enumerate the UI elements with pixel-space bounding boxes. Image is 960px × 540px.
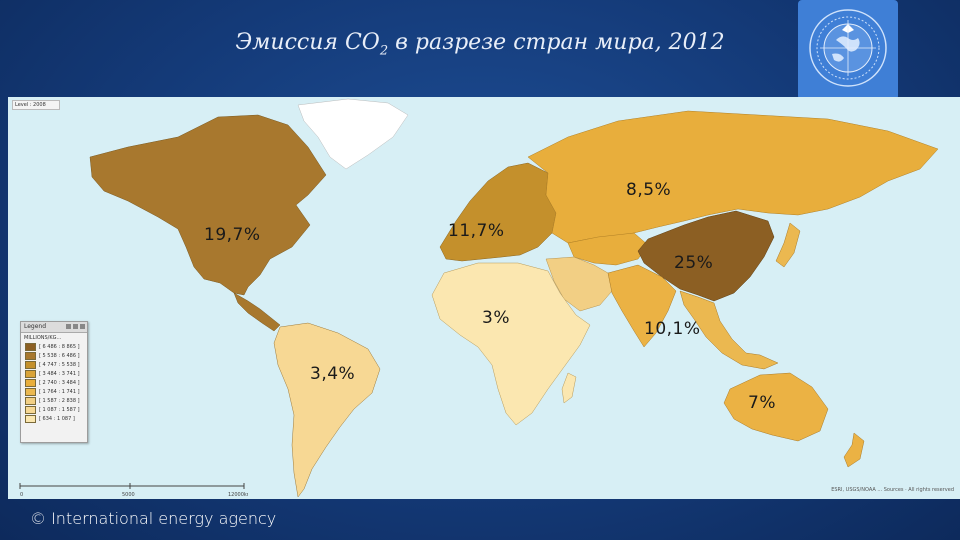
legend-swatch xyxy=(25,360,36,369)
legend-subtitle: MILLIONS/KG... xyxy=(24,335,62,341)
legend-item: [ 5 538 : 6 486 ] xyxy=(21,351,87,360)
legend-range-label: [ 1 764 : 1 741 ] xyxy=(39,388,80,395)
label-asia-pacific: 10,1% xyxy=(644,319,701,339)
region-central-america[interactable] xyxy=(233,292,281,332)
legend-item: [ 634 : 1 087 ] xyxy=(21,414,87,423)
legend-title: Legend xyxy=(24,323,47,330)
region-japan[interactable] xyxy=(775,222,801,268)
region-eurasia[interactable] xyxy=(527,110,939,244)
legend-item: [ 1 087 : 1 587 ] xyxy=(21,405,87,414)
region-south-america[interactable] xyxy=(273,322,381,498)
legend-controls xyxy=(66,324,85,329)
legend-swatch xyxy=(25,351,36,360)
region-australia[interactable] xyxy=(723,372,829,442)
scale-bar: 0 5000 12000km xyxy=(19,483,248,498)
label-eurasia: 8,5% xyxy=(626,180,672,200)
region-central-asia[interactable] xyxy=(567,232,649,266)
legend-item: [ 1 764 : 1 741 ] xyxy=(21,387,87,396)
region-south-asia[interactable] xyxy=(607,264,677,348)
legend-swatch xyxy=(25,405,36,414)
legend-swatch xyxy=(25,369,36,378)
maximize-icon[interactable] xyxy=(73,324,78,329)
legend-list: [ 6 486 : 8 865 ] [ 5 538 : 6 486 ] [ 4 74… xyxy=(21,342,87,423)
label-africa: 3% xyxy=(482,308,510,328)
title-subscript: 2 xyxy=(379,43,389,59)
scale-zero: 0 xyxy=(20,492,23,498)
map-attribution: ESRI, USGS/NOAA ... Sources · All rights… xyxy=(831,487,954,493)
legend-range-label: [ 5 538 : 6 486 ] xyxy=(39,352,80,359)
legend-item: [ 6 486 : 8 865 ] xyxy=(21,342,87,351)
legend-swatch xyxy=(25,414,36,423)
organization-logo xyxy=(798,0,898,100)
legend-swatch xyxy=(25,378,36,387)
title-prefix: Эмиссия СО xyxy=(235,30,380,55)
map-legend[interactable]: Legend MILLIONS/KG... [ 6 486 : 8 865 ][… xyxy=(20,321,88,443)
legend-range-label: [ 1 587 : 2 838 ] xyxy=(39,397,80,404)
region-greenland[interactable] xyxy=(297,98,409,170)
region-middle-east[interactable] xyxy=(545,256,613,312)
region-new-zealand[interactable] xyxy=(843,432,865,468)
legend-range-label: [ 2 740 : 3 484 ] xyxy=(39,379,80,386)
legend-swatch xyxy=(25,387,36,396)
label-north-america: 19,7% xyxy=(204,225,261,245)
legend-item: [ 4 747 : 5 538 ] xyxy=(21,360,87,369)
legend-item: [ 3 484 : 3 741 ] xyxy=(21,369,87,378)
scale-end: 12000km xyxy=(228,492,248,498)
legend-item: [ 2 740 : 3 484 ] xyxy=(21,378,87,387)
legend-swatch xyxy=(25,342,36,351)
legend-range-label: [ 3 484 : 3 741 ] xyxy=(39,370,80,377)
world-map[interactable]: Level : 2008 19,7% 11,7% 8,5% 25% 3% 10,… xyxy=(8,97,960,499)
legend-swatch xyxy=(25,396,36,405)
legend-range-label: [ 6 486 : 8 865 ] xyxy=(39,343,80,350)
legend-header: Legend xyxy=(21,322,87,333)
level-indicator[interactable]: Level : 2008 xyxy=(12,100,60,110)
region-north-america[interactable] xyxy=(89,114,327,296)
title-suffix: в разрезе стран мира, 2012 xyxy=(388,30,725,55)
legend-range-label: [ 1 087 : 1 587 ] xyxy=(39,406,80,413)
label-china: 25% xyxy=(674,253,714,273)
region-madagascar[interactable] xyxy=(561,372,577,404)
legend-range-label: [ 634 : 1 087 ] xyxy=(39,415,75,422)
world-map-canvas xyxy=(8,97,960,499)
label-europe: 11,7% xyxy=(448,221,505,241)
copyright-text: © International energy agency xyxy=(30,509,277,528)
minimize-icon[interactable] xyxy=(66,324,71,329)
region-africa[interactable] xyxy=(431,262,591,426)
slide-title: Эмиссия СО2 в разрезе стран мира, 2012 xyxy=(0,30,960,58)
globe-emblem-icon xyxy=(809,9,887,87)
legend-item: [ 1 587 : 2 838 ] xyxy=(21,396,87,405)
region-southeast-asia[interactable] xyxy=(679,290,779,370)
close-icon[interactable] xyxy=(80,324,85,329)
label-latin-america: 3,4% xyxy=(310,364,356,384)
region-china[interactable] xyxy=(637,210,775,302)
scale-mid: 5000 xyxy=(122,492,135,498)
label-oceania: 7% xyxy=(748,393,776,413)
legend-range-label: [ 4 747 : 5 538 ] xyxy=(39,361,80,368)
